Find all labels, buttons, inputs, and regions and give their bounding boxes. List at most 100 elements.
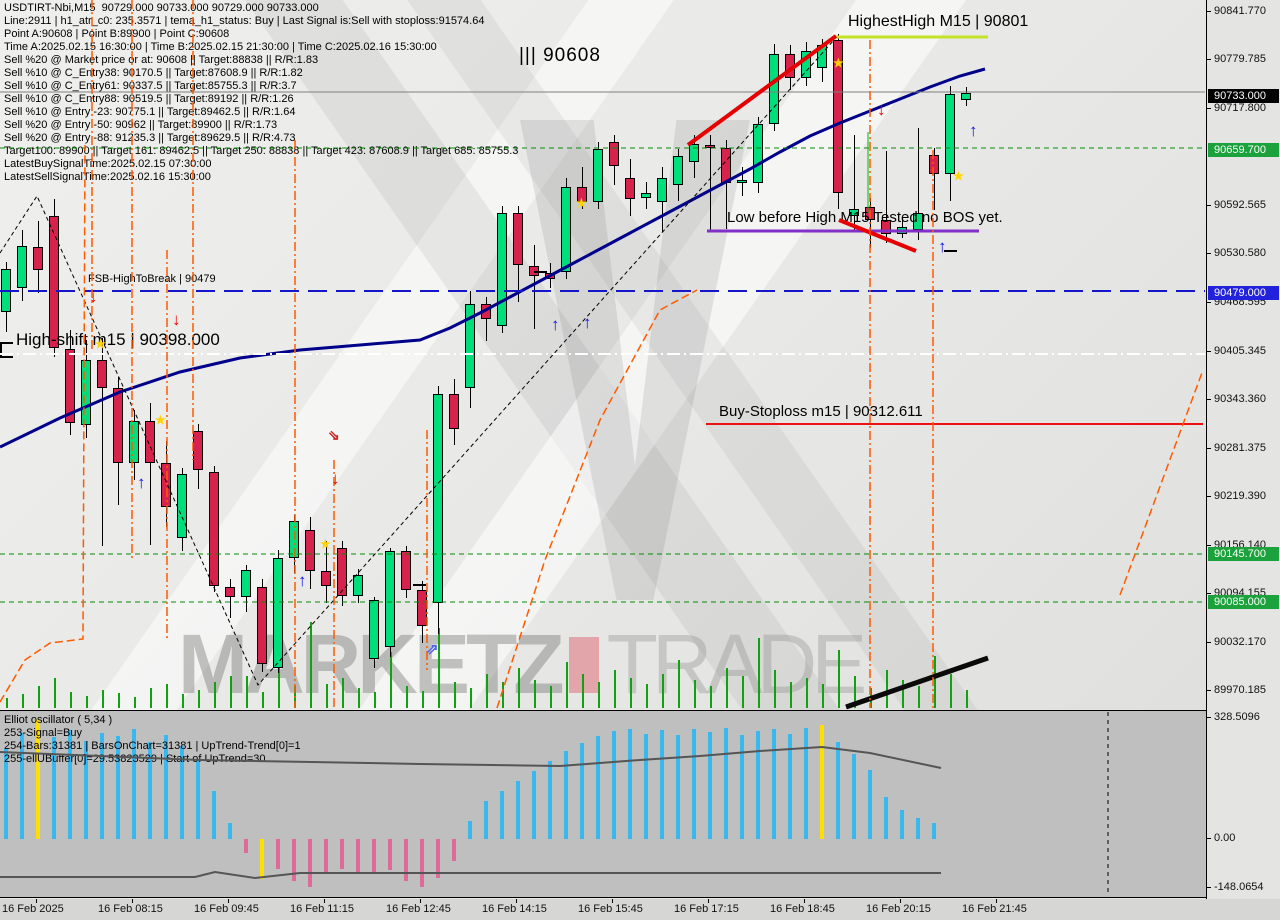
price-tick-label: 90343.360 <box>1214 393 1266 405</box>
osc-bar-positive <box>4 749 8 839</box>
sell-arrow-marker: ↓ <box>331 469 340 488</box>
price-axis[interactable]: 90841.770 90779.785 90717.800 90592.565 9053… <box>1206 0 1280 899</box>
info-line: Sell %10 @ C_Entry38: 90170.5 || Target:… <box>4 67 303 79</box>
main-chart-canvas[interactable]: MARKETZ TRADE ★ ★ ★ ★ ★ ★ ↓ ↓ ↓ ↓ ↑ ↑ ↑ ↑ ↑ ↑ ⇗ ⇘ USDTIRT-… <box>0 0 1206 710</box>
time-label: 16 Feb 21:45 <box>962 903 1027 915</box>
volume-bar <box>38 686 40 708</box>
info-line: Sell %20 @ Entry -88: 91235.3 || Target:… <box>4 132 296 144</box>
time-label: 16 Feb 2025 <box>2 903 64 915</box>
candle-bearish <box>705 144 715 148</box>
volume-bar <box>22 694 24 708</box>
volume-bar <box>822 684 824 708</box>
candle-bearish <box>97 359 107 388</box>
buy-arrow-marker: ↑ <box>137 473 146 492</box>
time-label: 16 Feb 15:45 <box>578 903 643 915</box>
volume-bar <box>726 668 728 708</box>
sell-arrow-marker: ↓ <box>172 310 181 329</box>
highest-high-label: HighestHigh M15 | 90801 <box>848 13 1029 30</box>
volume-bar <box>966 690 968 708</box>
volume-bar <box>262 692 264 708</box>
osc-bar-positive <box>676 735 680 839</box>
osc-bar-positive <box>612 731 616 839</box>
osc-bar-positive <box>84 741 88 839</box>
osc-bar-positive <box>548 761 552 839</box>
volume-bar <box>166 684 168 708</box>
info-line: Sell %20 @ Market price or at: 90608 || … <box>4 54 319 66</box>
candle-bullish <box>17 246 27 289</box>
osc-bar-positive <box>148 742 152 839</box>
price-badge: 90659.700 <box>1208 143 1279 157</box>
osc-bar-negative <box>292 839 296 881</box>
volume-bar <box>454 682 456 708</box>
candle-bullish <box>657 177 667 202</box>
osc-bar-positive <box>68 730 72 839</box>
candle-bullish <box>129 421 139 463</box>
time-axis[interactable]: 16 Feb 2025 16 Feb 08:15 16 Feb 09:45 16 Fe… <box>0 899 1280 920</box>
candle-bearish <box>481 303 491 320</box>
candle-bearish <box>721 147 731 183</box>
osc-bar-positive <box>212 791 216 839</box>
candle-bearish <box>49 216 59 349</box>
elliot-oscillator-pane[interactable]: Elliot oscillator ( 5,34 ) 253-Signal=Buy… <box>0 710 1206 898</box>
osc-bar-positive <box>532 771 536 839</box>
candle-bearish <box>785 54 795 78</box>
candle-bearish <box>209 471 219 587</box>
price-badge: 90145.700 <box>1208 547 1279 561</box>
candle-bullish <box>385 551 395 648</box>
candle-bearish <box>401 551 411 591</box>
candle-bullish <box>561 186 571 272</box>
volume-bar <box>870 688 872 708</box>
osc-bar-positive <box>180 746 184 839</box>
osc-bar-positive <box>804 728 808 839</box>
oscillator-info-line: 253-Signal=Buy <box>4 727 82 739</box>
time-tick <box>804 899 805 903</box>
volume-bar <box>550 686 552 708</box>
price-tick <box>1207 205 1211 206</box>
price-tick <box>1207 302 1211 303</box>
candle-bullish <box>737 179 747 183</box>
candle-bullish <box>177 473 187 539</box>
watermark-band <box>398 0 1022 710</box>
candle-bearish <box>609 142 619 166</box>
oscillator-info-line: Elliot oscillator ( 5,34 ) <box>4 714 113 726</box>
sell-arrow-marker: ↓ <box>877 100 886 119</box>
time-label: 16 Feb 09:45 <box>194 903 259 915</box>
volume-bar <box>390 652 392 708</box>
osc-bar-positive <box>468 821 472 839</box>
point-price-label: ||| 90608 <box>519 45 601 66</box>
candle-bullish <box>689 144 699 162</box>
candle-bearish <box>321 570 331 587</box>
candle-bearish <box>193 431 203 471</box>
time-tick <box>324 899 325 903</box>
volume-bar <box>102 690 104 708</box>
osc-bar-positive <box>500 791 504 839</box>
volume-bar <box>310 622 312 708</box>
price-tick <box>1207 642 1211 643</box>
price-tick-label: 90032.170 <box>1214 636 1266 648</box>
volume-bar <box>646 684 648 708</box>
oscillator-tick <box>1207 717 1211 718</box>
volume-bar <box>742 676 744 708</box>
price-tick-label: 90281.375 <box>1214 442 1266 454</box>
price-badge: 90733.000 <box>1208 89 1279 103</box>
volume-bar <box>790 682 792 708</box>
candle-bearish <box>513 213 523 265</box>
info-line: USDTIRT-Nbi,M15 90729.000 90733.000 9072… <box>4 2 319 14</box>
low-before-high-label: Low before High M15 Tested no BOS yet. <box>727 209 1003 226</box>
candle-bullish <box>289 521 299 558</box>
volume-bar <box>134 697 136 708</box>
volume-bar <box>694 680 696 708</box>
volume-bar <box>54 678 56 708</box>
pending-order-dash <box>944 250 957 252</box>
candle-bullish <box>641 193 651 198</box>
osc-bar-signal <box>260 839 264 879</box>
time-tick <box>516 899 517 903</box>
osc-bar-positive <box>580 743 584 839</box>
volume-bar <box>502 682 504 708</box>
volume-bar <box>326 684 328 708</box>
osc-bar-positive <box>852 754 856 839</box>
info-line: Sell %20 @ Entry -50: 90962 || Target:89… <box>4 119 278 131</box>
volume-bar <box>438 628 440 708</box>
pending-order-dash <box>413 584 426 586</box>
